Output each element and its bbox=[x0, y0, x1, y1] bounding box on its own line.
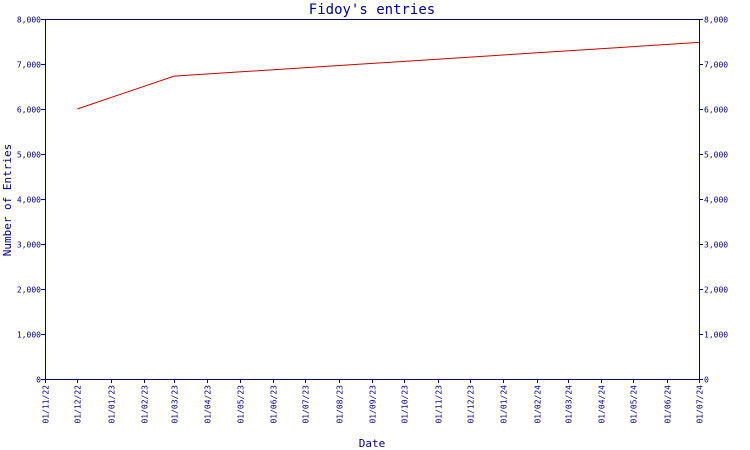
x-tick-label: 01/01/23 bbox=[108, 385, 117, 424]
y-tick-label-left: 1,000 bbox=[17, 331, 41, 340]
series-line bbox=[77, 41, 700, 110]
x-tick-label: 01/01/24 bbox=[500, 385, 509, 424]
x-tick-label: 01/04/24 bbox=[598, 385, 607, 424]
y-tick-label-right: 3,000 bbox=[704, 241, 728, 250]
x-tick-label: 01/07/23 bbox=[302, 385, 311, 424]
y-tick-label-left: 3,000 bbox=[17, 241, 41, 250]
y-tick-label-left: 2,000 bbox=[17, 286, 41, 295]
x-tick-label: 01/02/24 bbox=[534, 385, 543, 424]
x-tick-label: 01/09/23 bbox=[369, 385, 378, 424]
plot-frame bbox=[45, 19, 700, 380]
y-tick-label-right: 5,000 bbox=[704, 151, 728, 160]
x-axis-title: Date bbox=[359, 437, 386, 450]
y-tick-label-left: 8,000 bbox=[17, 16, 41, 25]
y-tick-label-left: 7,000 bbox=[17, 61, 41, 70]
chart-title: Fidoy's entries bbox=[309, 2, 435, 18]
y-axis-left: 0 1,000 2,000 3,000 4,000 5,000 6,000 7,000 8,00… bbox=[17, 16, 45, 385]
y-tick-label-right: 6,000 bbox=[704, 106, 728, 115]
x-axis: 01/11/22 01/12/22 01/01/23 01/02/23 01/03/23… bbox=[42, 379, 705, 424]
y-tick-label-right: 0 bbox=[704, 376, 709, 385]
x-tick-label: 01/12/23 bbox=[467, 385, 476, 424]
x-tick-label: 01/11/22 bbox=[42, 385, 51, 424]
y-tick-label-right: 7,000 bbox=[704, 61, 728, 70]
y-tick-label-left: 5,000 bbox=[17, 151, 41, 160]
y-tick-label-right: 2,000 bbox=[704, 286, 728, 295]
x-tick-label: 01/03/24 bbox=[565, 385, 574, 424]
y-axis-title: Number of Entries bbox=[1, 144, 14, 257]
x-tick-label: 01/08/23 bbox=[336, 385, 345, 424]
y-tick-label-right: 8,000 bbox=[704, 16, 728, 25]
x-tick-label: 01/05/23 bbox=[237, 385, 246, 424]
y-axis-right: 0 1,000 2,000 3,000 4,000 5,000 6,000 7,000 8,00… bbox=[699, 16, 728, 385]
series-layer bbox=[77, 41, 700, 110]
y-tick-label-right: 4,000 bbox=[704, 196, 728, 205]
y-tick-label-left: 0 bbox=[36, 376, 41, 385]
x-tick-label: 01/07/24 bbox=[696, 385, 705, 424]
y-tick-label-left: 4,000 bbox=[17, 196, 41, 205]
x-tick-label: 01/06/24 bbox=[664, 385, 673, 424]
x-tick-label: 01/04/23 bbox=[204, 385, 213, 424]
y-tick-label-right: 1,000 bbox=[704, 331, 728, 340]
x-tick-label: 01/02/23 bbox=[141, 385, 150, 424]
x-tick-label: 01/05/24 bbox=[630, 385, 639, 424]
x-tick-label: 01/03/23 bbox=[171, 385, 180, 424]
x-tick-label: 01/12/22 bbox=[74, 385, 83, 424]
y-tick-label-left: 6,000 bbox=[17, 106, 41, 115]
x-tick-label: 01/10/23 bbox=[401, 385, 410, 424]
x-tick-label: 01/11/23 bbox=[435, 385, 444, 424]
x-tick-label: 01/06/23 bbox=[270, 385, 279, 424]
